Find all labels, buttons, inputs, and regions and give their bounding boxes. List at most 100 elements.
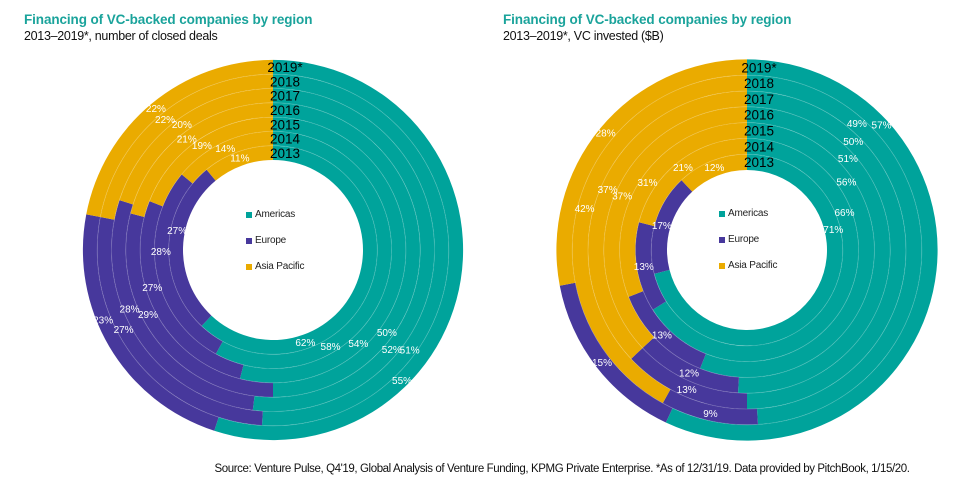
legend-swatch — [246, 237, 252, 244]
year-label: 2015 — [270, 117, 300, 132]
value-label-europe: 13% — [652, 331, 672, 342]
segment-europe-2015 — [140, 201, 244, 379]
value-label-europe: 13% — [634, 262, 654, 273]
value-label-europe: 27% — [142, 283, 162, 294]
value-label-americas: 49% — [847, 119, 867, 130]
segment-americas-2017 — [747, 91, 906, 409]
value-label-asia_pacific: 21% — [177, 134, 197, 145]
segment-europe-2016 — [642, 337, 740, 393]
segment-europe-2017 — [631, 348, 747, 409]
year-label: 2014 — [744, 139, 775, 154]
legend-swatch — [719, 236, 725, 243]
ring-separators — [96, 73, 450, 427]
legend-label: Asia Pacific — [255, 261, 305, 272]
chart-subtitle: 2013–2019*, number of closed deals — [24, 29, 218, 43]
value-label-americas: 56% — [836, 178, 856, 189]
year-label: 2018 — [744, 76, 774, 91]
donut-chart-invested: 71% 17% 12% 66% 13% 21% 56% 13% 31% 51% 12% 37% 50% 1… — [556, 59, 938, 441]
source-footnote: Source: Venture Pulse, Q4'19, Global Ana… — [214, 463, 910, 475]
value-label-europe: 17% — [652, 221, 672, 232]
ring-separator — [571, 74, 923, 426]
chart-title: Financing of VC-backed companies by regi… — [503, 12, 792, 27]
value-label-europe: 15% — [592, 358, 612, 369]
value-label-americas: 58% — [321, 342, 341, 353]
segment-europe-2015 — [628, 291, 706, 369]
chart-panel-invested: Financing of VC-backed companies by regi… — [487, 0, 974, 450]
value-label-americas: 57% — [872, 121, 892, 132]
value-label-americas: 55% — [392, 376, 412, 387]
value-label-americas: 54% — [348, 339, 368, 350]
legend-label: Asia Pacific — [728, 260, 778, 271]
ring-separator — [619, 122, 875, 378]
ring-separator — [153, 130, 392, 369]
value-label-europe: 12% — [679, 369, 699, 380]
legend-label: Americas — [255, 209, 296, 220]
segment-europe-2014 — [635, 222, 667, 310]
legend-item-americas: Americas — [246, 208, 304, 221]
segment-asia_pacific-2016 — [130, 102, 273, 217]
legend: Americas Europe Asia Pacific — [246, 208, 304, 286]
value-label-asia_pacific: 22% — [155, 115, 175, 126]
value-label-europe: 27% — [114, 325, 134, 336]
value-label-americas: 66% — [834, 208, 854, 219]
legend-label: Europe — [255, 235, 287, 246]
segment-asia_pacific-2016 — [603, 106, 747, 349]
segment-asia_pacific-2017 — [119, 88, 273, 205]
segment-europe-2018 — [662, 389, 758, 425]
segment-europe-2018 — [97, 217, 263, 426]
legend: Americas Europe Asia Pacific — [719, 207, 777, 285]
value-labels: 71% 17% 12% 66% 13% 21% 56% 13% 31% 51% 12% 37% 50% 1… — [575, 119, 892, 420]
legend-swatch — [719, 210, 725, 217]
segment-asia_pacific-2017 — [588, 90, 747, 359]
value-label-americas: 71% — [823, 225, 843, 236]
segment-europe-2013 — [168, 169, 216, 327]
segment-europe-2017 — [111, 200, 255, 411]
year-label: 2017 — [744, 92, 774, 107]
value-label-asia_pacific: 31% — [638, 178, 658, 189]
segment-asia_pacific-2015 — [149, 117, 273, 207]
legend-item-asia-pacific: Asia Pacific — [719, 259, 777, 272]
ring-separator — [168, 145, 378, 355]
segment-asia_pacific-2014 — [638, 138, 747, 227]
segment-asia_pacific-2018 — [100, 74, 273, 220]
year-label: 2019* — [267, 60, 303, 75]
year-label: 2015 — [744, 124, 774, 139]
year-label: 2018 — [270, 74, 300, 89]
segment-asia_pacific-2013 — [681, 154, 747, 192]
value-label-europe: 28% — [120, 304, 140, 315]
legend-label: Europe — [728, 234, 760, 245]
ring-separator — [111, 88, 435, 412]
value-label-americas: 50% — [377, 328, 397, 339]
legend-swatch — [719, 262, 725, 269]
year-label: 2016 — [270, 103, 300, 118]
donut-chart-deals: 62% 27% 11% 58% 28% 14% 54% 27% 19% 50% 29% 21% 52% 2… — [82, 59, 464, 441]
value-label-americas: 51% — [400, 346, 420, 357]
value-label-asia_pacific: 22% — [146, 104, 166, 115]
segment-asia_pacific-2014 — [181, 131, 273, 184]
year-label: 2013 — [744, 155, 774, 170]
ring-separator — [96, 73, 450, 427]
year-label: 2019* — [741, 60, 777, 75]
value-label-asia_pacific: 42% — [575, 204, 595, 215]
value-label-asia_pacific: 37% — [598, 185, 618, 196]
ring-separators — [571, 74, 923, 426]
value-label-europe: 13% — [677, 385, 697, 396]
value-label-asia_pacific: 37% — [612, 191, 632, 202]
segment-europe-2014 — [154, 174, 223, 354]
ring-separator — [634, 137, 859, 362]
legend-label: Americas — [728, 208, 769, 219]
legend-swatch — [246, 211, 252, 218]
segment-americas-2013 — [201, 145, 378, 355]
segment-asia_pacific-2018 — [572, 75, 747, 404]
legend-item-asia-pacific: Asia Pacific — [246, 260, 304, 273]
ring-segments — [556, 59, 938, 441]
value-label-asia_pacific: 12% — [704, 163, 724, 174]
ring-segments — [82, 59, 464, 441]
legend-item-europe: Europe — [246, 234, 304, 247]
segment-europe-2016 — [125, 213, 273, 398]
value-label-europe: 29% — [138, 310, 158, 321]
year-label: 2016 — [744, 108, 774, 123]
chart-panel-deals: Financing of VC-backed companies by regi… — [0, 0, 487, 450]
